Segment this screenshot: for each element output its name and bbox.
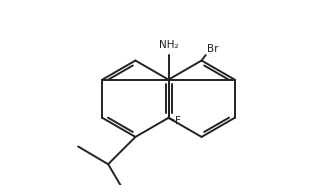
Text: F: F <box>175 116 181 126</box>
Text: Br: Br <box>207 44 219 54</box>
Text: NH₂: NH₂ <box>159 40 178 50</box>
